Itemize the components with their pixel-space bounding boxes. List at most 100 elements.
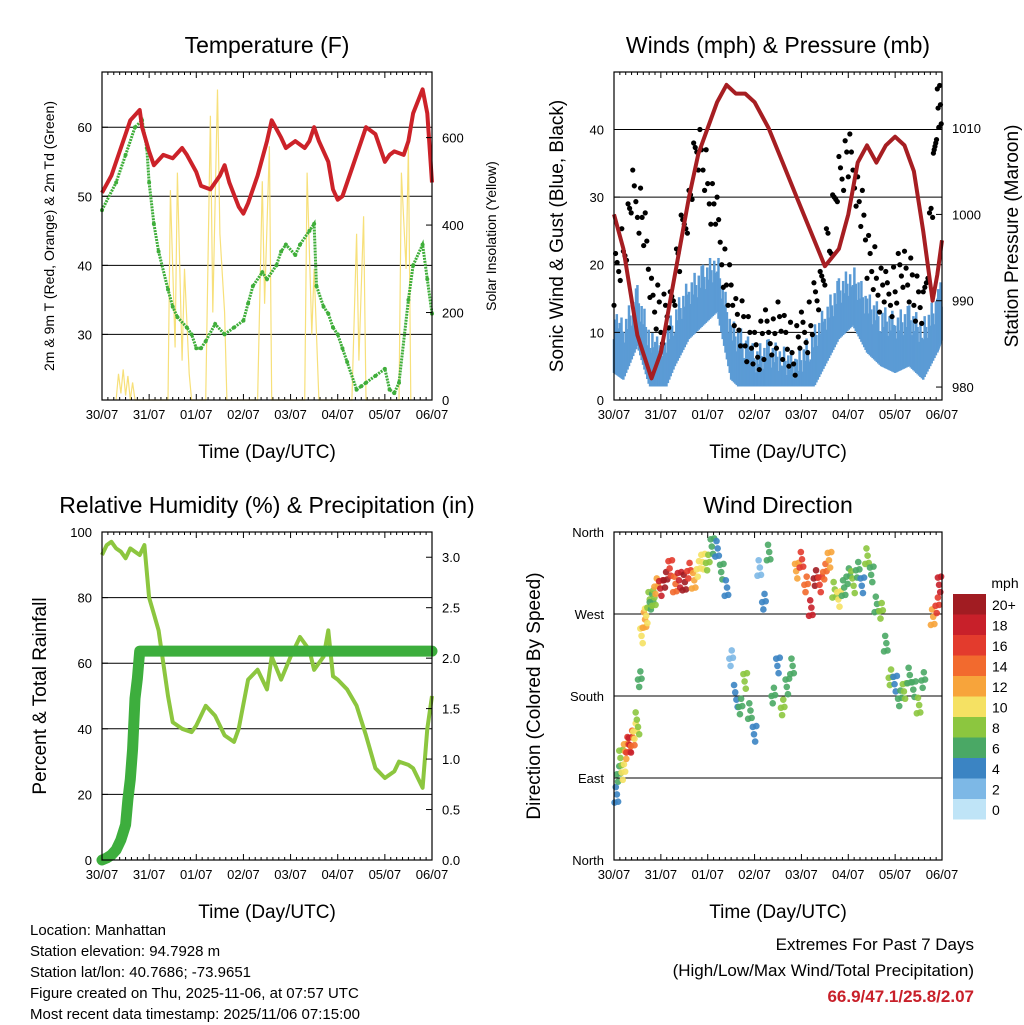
- temp-dewpoint-point: [260, 270, 265, 275]
- winds-gust-point: [881, 299, 887, 305]
- wdir-point: [729, 654, 737, 662]
- winds-gust-point: [798, 309, 805, 315]
- wdir-point: [790, 669, 798, 677]
- winds-gust-point: [672, 302, 678, 308]
- winds-gust-point: [812, 289, 819, 295]
- winds-gust-point: [630, 167, 636, 173]
- winds-xtick-label: 03/07: [785, 407, 818, 422]
- winds-gust-point: [767, 341, 773, 347]
- temp-dewpoint-point: [147, 180, 152, 185]
- temp-xtick-label: 02/07: [227, 407, 260, 422]
- winds-gust-point: [661, 291, 667, 297]
- wdir-point: [935, 581, 943, 589]
- wdir-point: [635, 683, 643, 691]
- wdir-point: [731, 689, 739, 696]
- winds-gust-point: [703, 147, 709, 153]
- wdir-point: [686, 559, 693, 567]
- wdir-point: [820, 576, 828, 583]
- wdir-point: [736, 710, 744, 718]
- winds-gust-point: [908, 255, 914, 261]
- wdir-point: [850, 582, 857, 590]
- winds-gust-point: [652, 309, 658, 315]
- winds-gust-point: [898, 273, 904, 279]
- wdir-point: [900, 688, 908, 695]
- winds-gust-point: [820, 277, 826, 284]
- wdir-point: [883, 639, 890, 647]
- winds-ylabel: Sonic Wind & Gust (Blue, Black): [547, 100, 568, 372]
- winds-gust-point: [897, 262, 903, 268]
- temp-dewpoint-point: [133, 125, 137, 130]
- wdir-point: [738, 702, 746, 710]
- wdir-xtick-label: 04/07: [832, 867, 865, 882]
- wdir-point: [682, 586, 690, 593]
- wdir-title: Wind Direction: [703, 492, 853, 518]
- winds-gust-point: [803, 339, 809, 346]
- winds-gust-point: [900, 284, 906, 290]
- winds-gust-point: [783, 329, 789, 335]
- wdir-xtick-label: 03/07: [785, 867, 818, 882]
- wdir-point: [765, 548, 773, 556]
- winds-gust-point: [642, 210, 648, 216]
- wdir-ytick-label: North: [572, 525, 604, 540]
- temp-dewpoint-point: [156, 249, 161, 254]
- wdir-xtick-label: 31/07: [645, 867, 678, 882]
- wdir-point: [750, 730, 758, 738]
- wdir-legend-swatch: [953, 758, 986, 779]
- wdir-legend-swatch: [953, 696, 986, 717]
- temp-xlabel: Time (Day/UTC): [198, 442, 336, 463]
- wdir-point: [859, 589, 867, 597]
- winds-gust-point: [797, 345, 803, 351]
- rh-ylabel: Percent & Total Rainfall: [30, 597, 51, 794]
- temp-y2tick-label: 200: [442, 306, 464, 321]
- wdir-point: [637, 668, 644, 675]
- temp-dewpoint-point: [307, 228, 312, 233]
- wdir-point: [836, 603, 843, 611]
- winds-gust-point: [733, 295, 739, 302]
- winds-gust-point: [628, 210, 634, 216]
- wdir-point: [828, 548, 835, 556]
- winds-gust-point: [758, 318, 764, 324]
- winds-gust-point: [895, 250, 901, 257]
- winds-gust-point: [862, 237, 869, 243]
- winds-gust-point: [923, 280, 929, 286]
- wdir-point: [771, 691, 779, 699]
- wdir-point: [891, 680, 898, 688]
- temp-xtick-label: 05/07: [369, 407, 402, 422]
- wdir-point: [652, 601, 659, 609]
- temp-xtick-label: 04/07: [321, 407, 354, 422]
- winds-gust-point: [705, 180, 711, 187]
- winds-gust-point: [678, 212, 684, 218]
- winds-gust-point: [637, 185, 644, 191]
- wdir-point: [692, 584, 699, 591]
- wdir-xtick-label: 30/07: [598, 867, 631, 882]
- latlon-text: Station lat/lon: 40.7686; -73.9651: [30, 964, 252, 981]
- winds-y2tick-label: 1010: [952, 121, 981, 136]
- winds-ytick-label: 10: [590, 325, 604, 340]
- extremes-values: 66.9/47.1/25.8/2.07: [827, 987, 974, 1006]
- winds-gust-point: [775, 299, 781, 305]
- wdir-point: [737, 695, 745, 703]
- wdir-point: [756, 564, 764, 571]
- winds-gust-point: [745, 313, 751, 320]
- wdir-point: [933, 609, 941, 617]
- wdir-point: [720, 560, 727, 568]
- winds-gust-point: [809, 332, 815, 338]
- winds-pressure-line: [612, 82, 944, 381]
- winds-gust-point: [836, 153, 842, 160]
- winds-gust-point: [766, 329, 772, 335]
- wdir-legend-label: 6: [992, 741, 1000, 757]
- wdir-point: [858, 582, 866, 590]
- wdir-point: [817, 588, 825, 596]
- wdir-legend-swatch: [953, 676, 986, 697]
- wdir-point: [644, 619, 651, 627]
- wdir-point: [931, 620, 938, 628]
- station-info: Location: Manhattan Station elevation: 9…: [30, 920, 360, 1025]
- winds-title: Winds (mph) & Pressure (mb): [626, 32, 930, 58]
- rh-xlabel: Time (Day/UTC): [198, 902, 336, 923]
- winds-gust-point: [844, 149, 850, 155]
- winds-gust-point: [848, 149, 855, 155]
- winds-gust-point: [867, 250, 873, 257]
- winds-y2tick-label: 990: [952, 294, 974, 309]
- winds-gust-point: [870, 286, 876, 293]
- winds-gust-point: [762, 307, 769, 313]
